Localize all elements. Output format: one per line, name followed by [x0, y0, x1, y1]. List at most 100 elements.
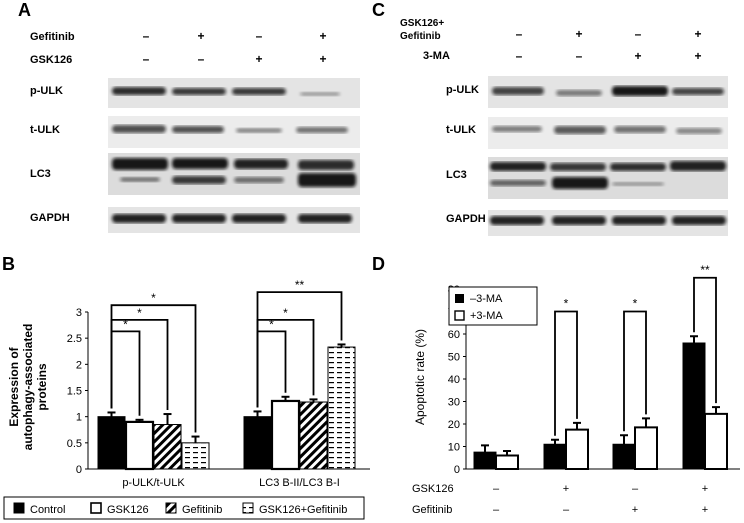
panel-b-sig-star-4: * — [283, 306, 288, 320]
panel-a: A Gefitinib GSK126 – + – +– – + + p-ULK t-ULK … — [18, 0, 360, 233]
panel-b: B 0 0.5 1 1.5 2 2.5 3 p-ULK/t-ULK LC3 B-II/LC3 B… — [2, 254, 370, 520]
panel-b-ytick-label-3: 1.5 — [67, 386, 82, 398]
panel-c-sign-r1-c0: – — [516, 49, 523, 63]
panel-d-sig-star-1: * — [633, 297, 638, 311]
panel-c: C GSK126+ Gefitinib 3-MA – + – +– – + + p-ULK … — [372, 0, 728, 236]
legend-swatch-gsk126-gefitinib — [242, 502, 254, 514]
panel-a-blot-band-2-0 — [112, 158, 168, 170]
panel-d-ytick-label-0: 0 — [454, 464, 460, 476]
panel-b-legend: Control GSK126 Gefitinib GSK126+Gefitini… — [13, 502, 347, 516]
panel-a-blot-band-1-0 — [112, 125, 166, 133]
panel-a-blot-band-2-1 — [172, 158, 228, 169]
panel-d-chart: 01020304050607080**** — [448, 263, 740, 476]
legend-label-control: Control — [30, 504, 65, 516]
panel-c-sign-r1-c2: + — [634, 49, 641, 63]
panel-c-blot-band-2-3 — [670, 161, 726, 171]
panel-d-ytick-label-3: 30 — [448, 397, 460, 409]
panel-a-letter: A — [18, 0, 31, 20]
panel-c-sign-r0-c3: + — [694, 27, 701, 41]
panel-a-sign-r0-c1: + — [197, 29, 204, 43]
panel-b-ylabel-line2: autophagy-associated — [21, 324, 35, 451]
panel-d-bar-1-0 — [543, 443, 567, 470]
panel-c-blot-band-0-2 — [612, 86, 668, 96]
panel-d-bar-2-1 — [634, 426, 658, 470]
panel-a-blot-band-2-4 — [120, 177, 160, 182]
panel-b-ytick-label-0: 0 — [76, 464, 82, 476]
panel-a-sign-r1-c3: + — [319, 52, 326, 66]
panel-a-signs: – + – + – – + + — [143, 29, 327, 66]
panel-b-sig-star-0: * — [123, 317, 128, 331]
panel-c-blot-band-2-2 — [610, 163, 666, 171]
panel-b-bar-0-0 — [97, 416, 126, 470]
panel-a-blot-label-lc3: LC3 — [30, 168, 51, 180]
panel-a-blot-band-0-0 — [112, 87, 166, 95]
panel-c-sign-r0-c0: – — [516, 27, 523, 41]
panel-d-ytick-label-1: 10 — [448, 442, 460, 454]
panel-c-blot-band-3-3 — [672, 216, 726, 225]
panel-b-bar-1-1 — [270, 399, 301, 471]
panel-d-sign-r0-c2: – — [632, 483, 639, 495]
panel-d-ytick-label-2: 20 — [448, 419, 460, 431]
panel-c-blot-band-3-0 — [490, 216, 544, 225]
panel-b-bar-1-0 — [243, 416, 272, 470]
panel-d-bar-0-0 — [473, 451, 497, 470]
panel-c-blot-band-2-6 — [612, 182, 664, 186]
panel-c-blot-band-3-2 — [612, 216, 666, 225]
panel-d-letter: D — [372, 254, 385, 274]
panel-b-ylabel-line3: proteins — [35, 363, 49, 411]
panel-a-blot-label-pulk: p-ULK — [30, 85, 63, 97]
panel-c-blot-band-2-4 — [490, 180, 546, 186]
panel-a-blot-band-0-3 — [300, 92, 340, 96]
panel-c-blot-band-1-1 — [554, 126, 606, 134]
panel-b-sig-bracket-3 — [256, 330, 287, 408]
panel-b-bar-0-1 — [124, 420, 155, 471]
panel-c-blot-band-2-1 — [550, 163, 606, 171]
panel-b-ytick-label-1: 0.5 — [67, 438, 82, 450]
panel-b-ylabel-line1: Expression of — [7, 346, 21, 426]
panel-c-blots — [488, 76, 728, 236]
panel-a-blot-band-3-0 — [112, 214, 166, 223]
panel-a-sign-r0-c2: – — [256, 29, 263, 43]
panel-c-blot-label-tulk: t-ULK — [446, 124, 476, 136]
panel-a-blot-band-1-2 — [236, 128, 282, 133]
panel-d-sig-bracket-1 — [623, 310, 647, 432]
panel-c-blot-band-0-1 — [556, 90, 602, 96]
legend-swatch-control — [13, 502, 25, 514]
panel-d-sign-r1-c3: + — [702, 504, 708, 516]
panel-c-letter: C — [372, 0, 385, 20]
panel-d-row-label-gsk126: GSK126 — [412, 483, 454, 495]
panel-a-blot-band-0-2 — [232, 88, 286, 95]
panel-a-blot-band-2-7 — [298, 173, 356, 187]
panel-d-bar-1-1 — [565, 428, 589, 470]
panel-d-ytick-label-6: 60 — [448, 329, 460, 341]
panel-b-ytick-label-4: 2 — [76, 359, 82, 371]
panel-c-signs: – + – + – – + + — [516, 27, 702, 63]
panel-c-sign-r0-c2: – — [635, 27, 642, 41]
panel-b-sig-star-3: * — [269, 317, 274, 331]
legend-label-gsk126: GSK126 — [107, 504, 149, 516]
panel-b-sig-bracket-0 — [110, 330, 141, 416]
panel-b-chart: 0 0.5 1 1.5 2 2.5 3 p-ULK/t-ULK LC3 B-II/LC3 B-I… — [67, 278, 370, 489]
panel-d-ylabel: Apoptotic rate (%) — [413, 329, 427, 425]
panel-d-ytick-label-4: 40 — [448, 374, 460, 386]
panel-d-sign-r1-c2: + — [632, 504, 638, 516]
panel-a-condition-gsk126-label: GSK126 — [30, 54, 72, 66]
panel-d-ytick-label-5: 50 — [448, 352, 460, 364]
panel-c-sign-r0-c1: + — [575, 27, 582, 41]
panel-d-legend: –3-MA +3-MA — [448, 286, 538, 326]
panel-a-sign-r1-c0: – — [143, 52, 150, 66]
panel-b-category-label-1: LC3 B-II/LC3 B-I — [259, 477, 340, 489]
panel-c-blot-label-lc3: LC3 — [446, 169, 467, 181]
panel-a-blot-band-2-3 — [298, 160, 354, 170]
legend-label-plus-3ma: +3-MA — [470, 310, 503, 322]
panel-a-blot-band-0-1 — [172, 88, 226, 95]
panel-c-blot-band-1-3 — [676, 128, 722, 134]
panel-d-bar-2-0 — [612, 443, 636, 470]
panel-c-blot-label-gapdh: GAPDH — [446, 213, 486, 225]
panel-d-sig-star-0: * — [564, 297, 569, 311]
panel-b-ytick-label-5: 2.5 — [67, 333, 82, 345]
panel-c-condition-combo-label-line1: GSK126+ — [400, 18, 444, 29]
panel-b-bar-1-3 — [327, 346, 356, 470]
panel-b-category-label-0: p-ULK/t-ULK — [122, 477, 185, 489]
